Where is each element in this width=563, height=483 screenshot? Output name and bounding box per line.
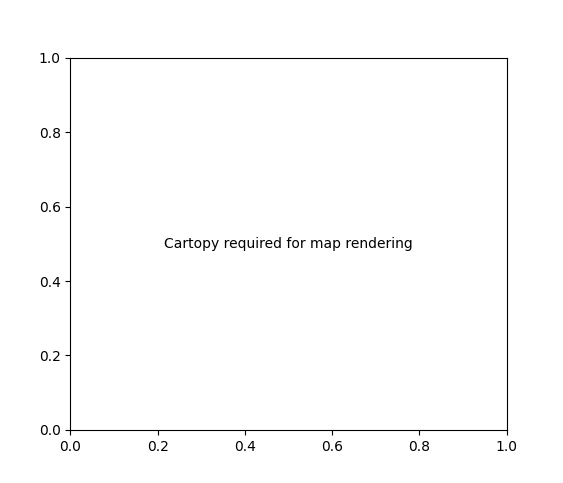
Text: Cartopy required for map rendering: Cartopy required for map rendering xyxy=(164,237,413,251)
